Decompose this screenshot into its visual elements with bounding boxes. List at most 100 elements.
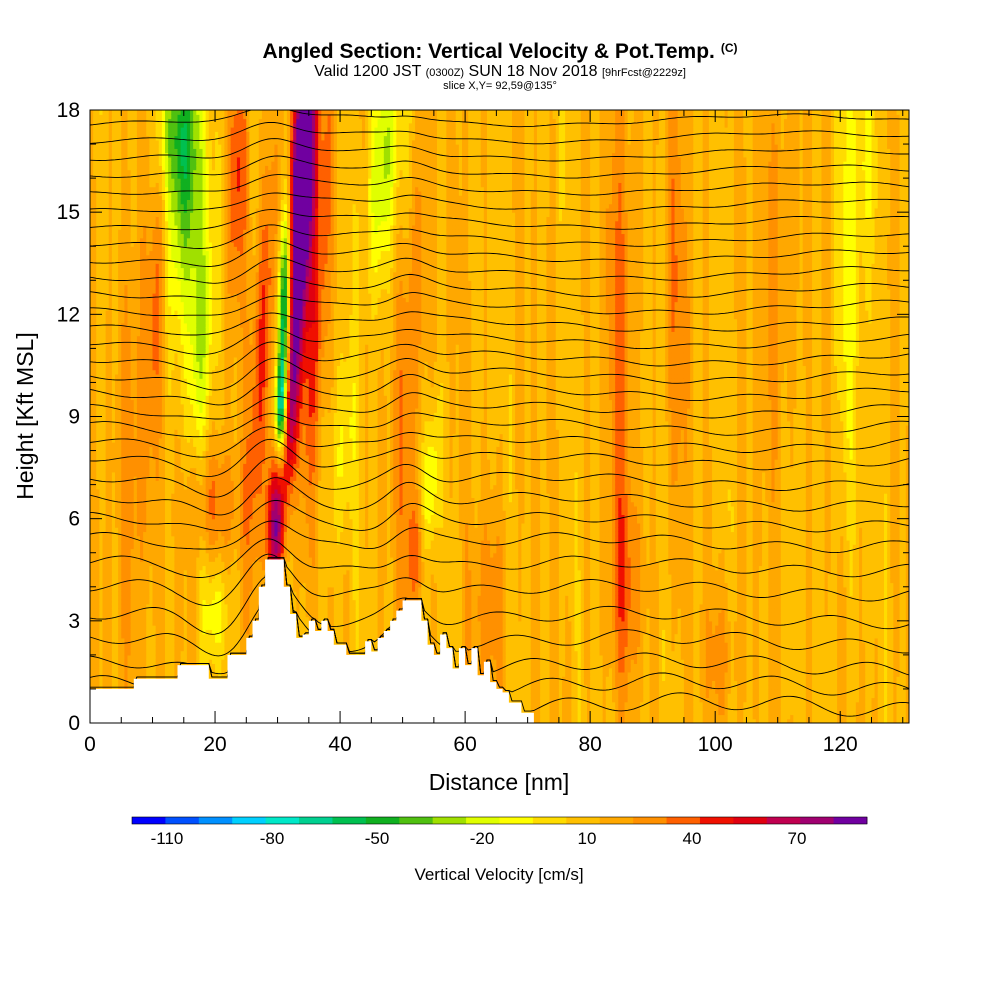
velocity-cell xyxy=(90,663,94,669)
velocity-cell xyxy=(111,165,116,171)
velocity-cell xyxy=(121,552,125,558)
velocity-cell xyxy=(140,433,144,439)
velocity-cell xyxy=(115,599,119,605)
velocity-cell xyxy=(121,412,125,418)
velocity-cell xyxy=(121,284,125,290)
velocity-cell xyxy=(130,505,135,511)
velocity-cell xyxy=(133,488,138,494)
velocity-cell xyxy=(121,667,125,673)
velocity-cell xyxy=(130,591,135,596)
velocity-cell xyxy=(140,310,144,315)
velocity-cell xyxy=(136,250,141,256)
velocity-cell xyxy=(111,659,116,665)
velocity-cell xyxy=(124,344,129,349)
velocity-cell xyxy=(99,161,104,166)
velocity-cell xyxy=(118,344,122,349)
velocity-cell xyxy=(133,310,138,315)
velocity-cell xyxy=(115,288,119,294)
velocity-cell xyxy=(93,378,97,384)
velocity-cell xyxy=(143,629,147,635)
velocity-cell xyxy=(115,480,119,486)
velocity-cell xyxy=(99,250,104,256)
velocity-cell xyxy=(102,314,107,320)
velocity-cell xyxy=(99,488,104,494)
velocity-cell xyxy=(130,241,135,247)
velocity-cell xyxy=(93,310,97,315)
velocity-cell xyxy=(140,216,144,222)
velocity-cell xyxy=(99,574,104,579)
velocity-cell xyxy=(99,301,104,307)
velocity-cell xyxy=(105,450,110,456)
velocity-cell xyxy=(136,241,141,247)
velocity-cell xyxy=(140,156,144,162)
velocity-cell xyxy=(143,348,147,354)
velocity-cell xyxy=(115,369,119,375)
velocity-cell xyxy=(99,216,104,222)
velocity-cell xyxy=(108,599,113,605)
velocity-cell xyxy=(90,182,94,188)
velocity-cell xyxy=(96,382,100,388)
velocity-cell xyxy=(143,331,147,337)
velocity-cell xyxy=(149,667,154,673)
velocity-cell xyxy=(118,178,122,183)
velocity-cell xyxy=(130,114,135,120)
velocity-cell xyxy=(143,671,147,677)
velocity-cell xyxy=(108,335,113,341)
velocity-cell xyxy=(127,139,132,145)
velocity-cell xyxy=(99,603,104,609)
velocity-cell xyxy=(140,195,144,200)
velocity-cell xyxy=(136,527,141,533)
velocity-cell xyxy=(118,241,122,247)
velocity-cell xyxy=(133,297,138,303)
velocity-cell xyxy=(146,254,150,260)
velocity-cell xyxy=(140,237,144,243)
velocity-cell xyxy=(96,203,100,209)
velocity-cell xyxy=(102,467,107,473)
velocity-cell xyxy=(102,399,107,405)
velocity-cell xyxy=(93,463,97,469)
velocity-cell xyxy=(136,407,141,413)
velocity-cell xyxy=(108,314,113,320)
velocity-cell xyxy=(111,574,116,579)
velocity-cell xyxy=(115,118,119,124)
velocity-cell xyxy=(99,365,104,371)
velocity-cell xyxy=(146,165,150,171)
velocity-cell xyxy=(96,522,100,528)
velocity-cell xyxy=(105,301,110,307)
velocity-cell xyxy=(90,165,94,171)
velocity-cell xyxy=(102,574,107,579)
velocity-cell xyxy=(133,429,138,435)
velocity-cell xyxy=(108,352,113,358)
velocity-cell xyxy=(118,361,122,367)
velocity-cell xyxy=(93,356,97,362)
velocity-cell xyxy=(121,110,125,115)
velocity-cell xyxy=(105,135,110,141)
velocity-cell xyxy=(108,637,113,643)
velocity-cell xyxy=(136,237,141,243)
velocity-cell xyxy=(105,578,110,584)
velocity-cell xyxy=(99,642,104,647)
velocity-cell xyxy=(105,603,110,609)
velocity-cell xyxy=(130,216,135,222)
velocity-cell xyxy=(105,148,110,154)
velocity-cell xyxy=(93,595,97,601)
velocity-cell xyxy=(121,382,125,388)
velocity-cell xyxy=(124,403,129,409)
velocity-cell xyxy=(90,178,94,183)
velocity-cell xyxy=(136,463,141,469)
velocity-cell xyxy=(146,416,150,422)
forecast-run: [9hrFcst@2229z] xyxy=(602,67,686,79)
velocity-cell xyxy=(115,356,119,362)
velocity-cell xyxy=(105,671,110,677)
velocity-cell xyxy=(102,237,107,243)
velocity-cell xyxy=(130,344,135,349)
velocity-cell xyxy=(136,531,141,537)
velocity-cell xyxy=(96,488,100,494)
velocity-cell xyxy=(105,114,110,120)
velocity-cell xyxy=(136,569,141,575)
velocity-cell xyxy=(102,386,107,392)
velocity-cell xyxy=(136,156,141,162)
velocity-cell xyxy=(140,254,144,260)
velocity-cell xyxy=(90,361,94,367)
velocity-cell xyxy=(102,501,107,507)
